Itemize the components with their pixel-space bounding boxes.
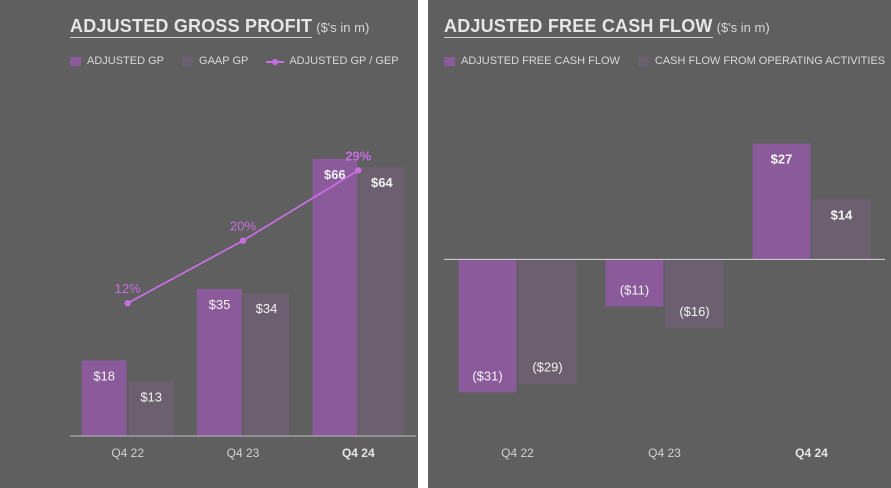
bar-gaap-gp-q4-24 (359, 167, 405, 436)
bar-value-label: $35 (209, 297, 231, 312)
legend-label-adjusted-gp: ADJUSTED GP (87, 55, 165, 67)
bar-cash-flow-from-operating-activities-q4-23 (665, 259, 724, 328)
legend-label-operating-cash-flow: CASH FLOW FROM OPERATING ACTIVITIES (654, 55, 886, 67)
adjusted-gp-gep-label: 29% (345, 148, 371, 163)
legend-label-gaap-gp: GAAP GP (199, 55, 249, 67)
legend-item-adjusted-gp: ADJUSTED GP (70, 55, 164, 67)
adjusted-gp-gep-point (355, 167, 362, 174)
adjusted-gp-gep-point (124, 299, 131, 307)
chart-title: ADJUSTED GROSS PROFIT ($'s in m) (70, 16, 370, 38)
bar-value-label: $14 (831, 207, 853, 222)
bar-value-label: $13 (140, 389, 162, 404)
x-tick-label: Q4 22 (501, 446, 534, 460)
adjusted-gp-gep-label: 12% (115, 281, 141, 296)
chart-title-main: ADJUSTED GROSS PROFIT (70, 16, 313, 38)
adjusted-gross-profit-chart: $18 $13 Q4 22 $35 $34 Q4 23 $66 $64 Q4 24 12% 20% 2… (70, 148, 416, 460)
adjusted-gross-profit-panel: ADJUSTED GROSS PROFIT ($'s in m) ADJUSTED… (0, 0, 418, 488)
bar-adjusted-gp-q4-23 (197, 289, 242, 436)
bar-value-label: ($29) (532, 360, 562, 375)
legend-swatch-operating-cash-flow (637, 56, 649, 66)
adjusted-free-cash-flow-chart: ($31) ($29) Q4 22 ($11) ($16) Q4 23 $27 $14 Q4 2… (444, 143, 885, 460)
bar-value-label: $64 (371, 175, 393, 190)
adjusted-gp-gep-label: 20% (230, 219, 256, 234)
legend-item-gaap-gp: GAAP GP (182, 55, 248, 67)
legend-item-adjusted-fcf: ADJUSTED FREE CASH FLOW (444, 55, 620, 67)
bar-adjusted-gp-q4-24 (312, 158, 358, 437)
bar-value-label: $34 (256, 301, 278, 316)
chart-title-unit: ($'s in m) (716, 20, 770, 35)
bar-value-label: ($11) (620, 283, 649, 298)
x-tick-label: Q4 24 (795, 446, 828, 460)
legend: ADJUSTED GP GAAP GP ADJUSTED GP / GEP (70, 55, 417, 67)
legend-swatch-adjusted-gp (70, 56, 81, 66)
legend-label-adjusted-fcf: ADJUSTED FREE CASH FLOW (461, 55, 620, 67)
adjusted-gp-gep-point (239, 237, 247, 244)
bar-adjusted-free-cash-flow-q4-23 (605, 259, 664, 307)
chart-title: ADJUSTED FREE CASH FLOW ($'s in m) (444, 16, 770, 38)
x-tick-label: Q4 23 (227, 446, 260, 460)
chart-title-main: ADJUSTED FREE CASH FLOW (444, 16, 713, 38)
bar-value-label: $27 (771, 152, 793, 167)
legend: ADJUSTED FREE CASH FLOW CASH FLOW FROM O… (444, 55, 891, 67)
legend-label-gp-gep: ADJUSTED GP / GEP (289, 55, 399, 67)
adjusted-free-cash-flow-panel: ADJUSTED FREE CASH FLOW ($'s in m) ADJUST… (428, 0, 891, 488)
x-tick-label: Q4 22 (111, 446, 144, 460)
x-tick-label: Q4 23 (648, 446, 681, 460)
bar-gaap-gp-q4-22 (128, 381, 174, 436)
legend-swatch-gp-gep (266, 57, 285, 66)
bar-cash-flow-from-operating-activities-q4-24 (812, 199, 871, 260)
bar-value-label: $66 (324, 167, 346, 182)
bar-adjusted-free-cash-flow-q4-22 (458, 259, 517, 393)
legend-item-operating-cash-flow: CASH FLOW FROM OPERATING ACTIVITIES (637, 55, 886, 67)
bar-gaap-gp-q4-23 (244, 293, 289, 436)
bar-adjusted-gp-q4-22 (81, 360, 127, 436)
bar-cash-flow-from-operating-activities-q4-22 (518, 259, 577, 384)
bar-value-label: ($16) (679, 304, 709, 319)
legend-swatch-gaap-gp (182, 56, 194, 66)
legend-item-gp-gep: ADJUSTED GP / GEP (266, 55, 399, 67)
x-tick-label: Q4 24 (342, 446, 375, 460)
bar-value-label: $18 (93, 368, 115, 383)
bar-adjusted-free-cash-flow-q4-24 (752, 143, 811, 260)
legend-swatch-adjusted-fcf (444, 56, 455, 66)
chart-title-unit: ($'s in m) (316, 20, 370, 35)
bar-value-label: ($31) (472, 368, 502, 383)
